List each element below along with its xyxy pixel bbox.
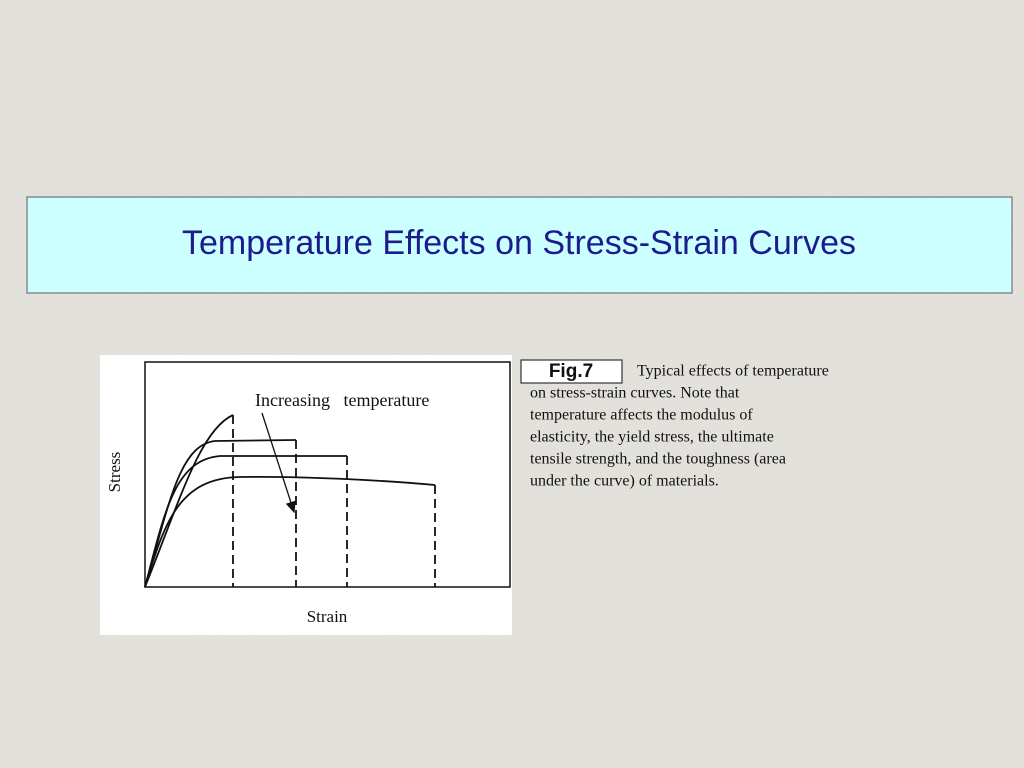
- curve: [144, 475, 436, 588]
- figure-panel: [100, 355, 512, 635]
- y-axis-label: Stress: [105, 452, 124, 493]
- plot-frame: [144, 361, 511, 588]
- title-box: [26, 196, 1013, 294]
- curve: [144, 455, 347, 588]
- arrow: [261, 412, 296, 514]
- caption: Fig.7 Typical effects of temperature on s…: [520, 359, 829, 490]
- curves: [144, 414, 436, 588]
- caption-lines: Typical effects of temperature on stress-…: [530, 363, 829, 490]
- curve: [144, 414, 234, 588]
- caption-line: Typical effects of temperature: [637, 363, 829, 380]
- x-axis-label: Strain: [307, 607, 348, 626]
- caption-line: temperature affects the modulus of: [530, 407, 753, 424]
- caption-line: tensile strength, and the toughness (are…: [530, 451, 786, 468]
- slide-title: Temperature Effects on Stress-Strain Cur…: [182, 224, 856, 262]
- caption-line: on stress-strain curves. Note that: [530, 385, 740, 402]
- fracture-lines: [232, 415, 436, 587]
- caption-line: under the curve) of materials.: [530, 473, 719, 490]
- fig-label-box: [520, 359, 623, 384]
- caption-line: elasticity, the yield stress, the ultima…: [530, 429, 774, 446]
- figure: Increasing temperature Stress Strain: [100, 355, 512, 635]
- fig-label: Fig.7: [549, 361, 593, 382]
- annotation: Increasing temperature: [255, 390, 429, 410]
